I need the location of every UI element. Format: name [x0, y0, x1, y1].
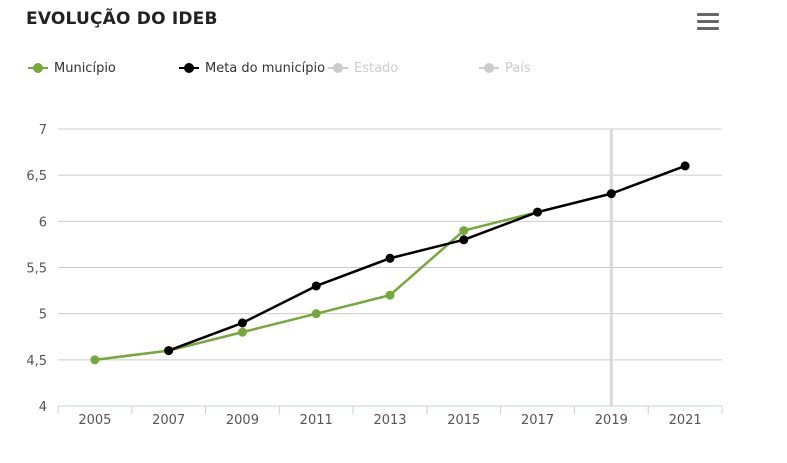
- data-point: [90, 355, 100, 365]
- hamburger-menu-icon[interactable]: [697, 13, 719, 33]
- data-point: [459, 235, 469, 245]
- y-tick-label: 5: [39, 308, 47, 323]
- data-point: [533, 207, 543, 217]
- legend-item-estado[interactable]: Estado: [328, 58, 398, 78]
- y-tick-label: 7: [39, 123, 47, 138]
- x-tick-label: 2009: [226, 413, 259, 428]
- x-tick-label: 2005: [78, 413, 111, 428]
- y-tick-label: 6,5: [26, 169, 47, 184]
- legend-item-meta-municipio[interactable]: Meta do município: [179, 58, 325, 78]
- chart-title: EVOLUÇÃO DO IDEB: [26, 9, 218, 29]
- y-tick-label: 4: [39, 400, 47, 415]
- legend-label: País: [505, 60, 531, 76]
- data-point: [237, 318, 247, 328]
- data-point: [680, 161, 690, 171]
- y-tick-label: 4,5: [26, 354, 47, 369]
- x-tick-label: 2011: [300, 413, 333, 428]
- x-tick-label: 2019: [595, 413, 628, 428]
- data-point: [385, 253, 395, 263]
- legend-label: Município: [54, 60, 116, 76]
- data-point: [237, 327, 247, 337]
- y-tick-label: 5,5: [26, 262, 47, 277]
- legend-label: Meta do município: [205, 60, 326, 76]
- data-point: [606, 189, 616, 199]
- chart-legend: Município Meta do município Estado País: [0, 58, 787, 78]
- data-point: [311, 281, 321, 291]
- y-tick-label: 6: [39, 215, 47, 230]
- data-point: [164, 346, 174, 356]
- data-point: [459, 226, 469, 236]
- x-tick-label: 2021: [669, 413, 702, 428]
- legend-item-pais[interactable]: País: [479, 58, 531, 78]
- x-tick-label: 2017: [521, 413, 554, 428]
- x-tick-label: 2007: [152, 413, 185, 428]
- series-line: [168, 164, 686, 352]
- legend-label: Estado: [354, 60, 399, 76]
- data-point: [311, 309, 321, 319]
- data-point: [385, 290, 395, 300]
- x-tick-label: 2015: [447, 413, 480, 428]
- x-tick-label: 2013: [373, 413, 406, 428]
- legend-item-municipio[interactable]: Município: [28, 58, 116, 78]
